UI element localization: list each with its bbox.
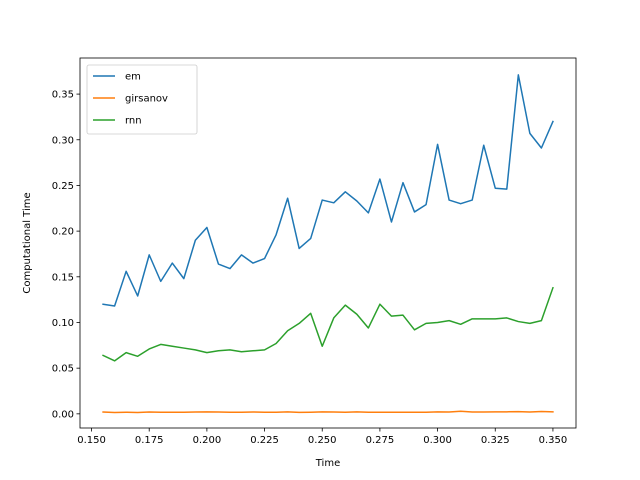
legend-label-rnn: rnn bbox=[125, 116, 142, 127]
x-tick-label: 0.225 bbox=[250, 435, 279, 446]
x-tick-label: 0.275 bbox=[366, 435, 395, 446]
y-tick-label: 0.30 bbox=[52, 135, 74, 146]
y-axis-label: Computational Time bbox=[22, 192, 33, 293]
x-tick-label: 0.325 bbox=[481, 435, 510, 446]
legend-box bbox=[86, 64, 198, 135]
y-axis: 0.00 0.05 0.10 0.15 0.20 0.25 0.30 0.35 bbox=[52, 90, 80, 420]
legend-label-em: em bbox=[125, 72, 141, 83]
y-tick-label: 0.35 bbox=[52, 90, 74, 101]
x-axis: 0.150 0.175 0.200 0.225 0.250 0.275 0.300 0.325… bbox=[77, 428, 567, 446]
x-tick-label: 0.175 bbox=[135, 435, 164, 446]
x-axis-label: Time bbox=[315, 458, 340, 469]
plot-frame bbox=[79, 57, 577, 429]
y-tick-label: 0.00 bbox=[52, 409, 74, 420]
legend: em girsanov rnn bbox=[86, 64, 198, 135]
y-tick-label: 0.25 bbox=[52, 181, 74, 192]
y-tick-label: 0.05 bbox=[52, 364, 74, 375]
x-tick-label: 0.300 bbox=[423, 435, 452, 446]
y-tick-label: 0.20 bbox=[52, 227, 74, 238]
x-tick-label: 0.150 bbox=[77, 435, 106, 446]
legend-label-girsanov: girsanov bbox=[125, 94, 168, 105]
series-line-girsanov bbox=[102, 410, 554, 414]
series-layer bbox=[102, 74, 554, 414]
series-line-em bbox=[102, 74, 554, 307]
y-tick-label: 0.10 bbox=[52, 318, 74, 329]
series-line-rnn bbox=[102, 286, 554, 362]
y-tick-label: 0.15 bbox=[52, 272, 74, 283]
x-tick-label: 0.350 bbox=[539, 435, 568, 446]
x-tick-label: 0.250 bbox=[308, 435, 337, 446]
x-tick-label: 0.200 bbox=[193, 435, 222, 446]
